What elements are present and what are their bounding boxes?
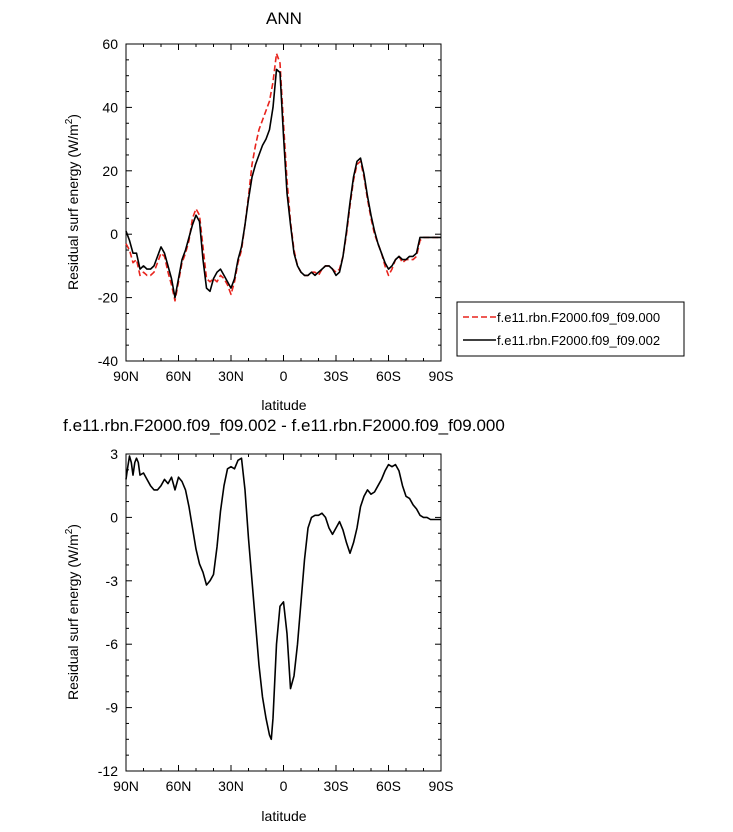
chart-title: f.e11.rbn.F2000.f09_f09.002 - f.e11.rbn.… [63, 416, 505, 435]
x-tick-label: 30S [324, 778, 349, 794]
series-line [125, 455, 441, 741]
x-tick-label: 90S [429, 368, 454, 384]
x-tick-label: 0 [280, 368, 288, 384]
chart-annual-mean: ANN 90N 60N 30N 0 30S 60S 90S -40 -20 0 20 40 60 lat… [64, 9, 685, 413]
y-tick-label: -3 [106, 573, 119, 589]
y-tick-label: 60 [102, 36, 118, 52]
series-line [125, 68, 441, 299]
x-axis-label: latitude [261, 808, 306, 824]
legend: f.e11.rbn.F2000.f09_f09.000 f.e11.rbn.F2… [456, 301, 685, 357]
x-tick-label: 90N [113, 778, 139, 794]
y-axis-label: Residual surf energy (W/m2) [64, 524, 81, 700]
x-tick-label: 60S [376, 778, 401, 794]
x-tick-label: 60N [166, 778, 192, 794]
y-tick-label: -6 [106, 636, 119, 652]
plot-border [125, 453, 442, 772]
legend-box [456, 301, 685, 357]
y-tick-label: 40 [102, 99, 118, 115]
y-tick-label: -20 [98, 290, 118, 306]
x-tick-label: 0 [280, 778, 288, 794]
x-tick-label: 30N [218, 778, 244, 794]
y-tick-label: -40 [98, 353, 118, 369]
chart-difference: f.e11.rbn.F2000.f09_f09.002 - f.e11.rbn.… [63, 416, 505, 824]
y-tick-label: -9 [106, 700, 119, 716]
plot-border [125, 43, 442, 362]
plot-frame: 90N 60N 30N 0 30S 60S 90S -40 -20 0 20 40 60 [98, 36, 454, 384]
y-tick-label: 20 [102, 163, 118, 179]
x-tick-label: 30N [218, 368, 244, 384]
series-lines [125, 455, 441, 741]
x-tick-label: 90S [429, 778, 454, 794]
y-tick-label: -12 [98, 763, 118, 779]
x-tick-label: 60S [376, 368, 401, 384]
y-tick-label: 0 [110, 509, 118, 525]
y-axis-label: Residual surf energy (W/m2) [64, 114, 81, 290]
legend-label: f.e11.rbn.F2000.f09_f09.002 [497, 333, 660, 348]
x-tick-label: 30S [324, 368, 349, 384]
chart-title: ANN [266, 9, 302, 28]
x-axis-label: latitude [261, 397, 306, 413]
plot-frame: 90N 60N 30N 0 30S 60S 90S -12 -9 -6 -3 0 3 [98, 446, 454, 794]
x-tick-label: 60N [166, 368, 192, 384]
y-tick-label: 3 [110, 446, 118, 462]
legend-label: f.e11.rbn.F2000.f09_f09.000 [497, 310, 660, 325]
x-tick-label: 90N [113, 368, 139, 384]
y-tick-label: 0 [110, 226, 118, 242]
series-lines [125, 52, 441, 302]
